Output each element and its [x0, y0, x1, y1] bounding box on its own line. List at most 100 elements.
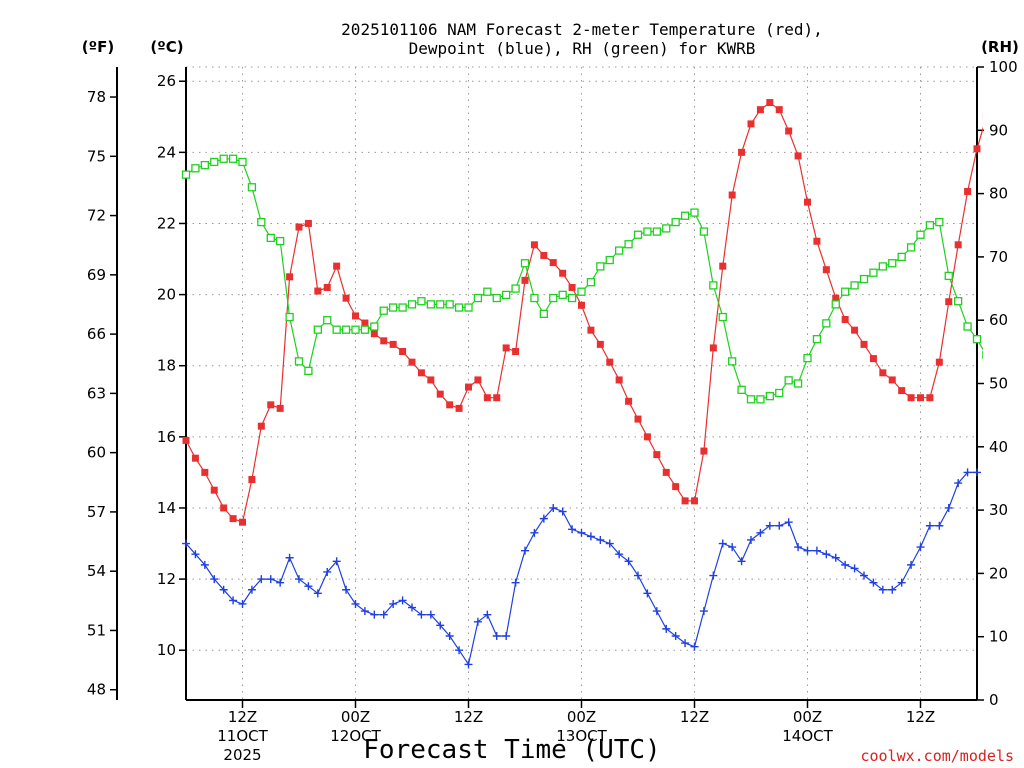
rh-point [859, 274, 869, 284]
dewpoint-point [643, 589, 652, 598]
temperature-point [691, 497, 698, 505]
rh-point [577, 287, 586, 296]
x-axis-title: Forecast Time (UTC) [363, 735, 660, 765]
rh-tick-label: 100 [989, 58, 1018, 76]
rh-point [454, 303, 464, 312]
rh-axis-unit: (RH) [981, 38, 1019, 56]
dewpoint-point [473, 617, 482, 626]
fahrenheit-tick-label: 51 [87, 621, 106, 639]
rh-point [680, 211, 690, 220]
fahrenheit-tick-label: 60 [87, 444, 106, 462]
rh-point [247, 183, 257, 192]
temperature-point [709, 344, 717, 352]
temperature-point [917, 394, 924, 402]
dewpoint-point [455, 646, 464, 655]
temperature-point [530, 241, 538, 249]
dewpoint-point [219, 585, 228, 594]
dewpoint-point [247, 585, 256, 594]
temperature-point [766, 99, 774, 107]
temperature-point [201, 468, 209, 476]
rh-point [784, 376, 793, 385]
rh-point [228, 154, 238, 163]
rh-tick-label: 60 [989, 311, 1008, 329]
dewpoint-point [954, 479, 963, 488]
dewpoint-point [304, 582, 313, 591]
dewpoint-point [963, 468, 972, 477]
temperature-point [926, 394, 934, 402]
dewpoint-series [182, 468, 981, 669]
rh-point [878, 262, 887, 271]
dewpoint-point [521, 546, 529, 555]
rh-point [888, 259, 897, 268]
temperature-point [775, 106, 783, 114]
fahrenheit-tick-label: 69 [87, 266, 106, 284]
temperature-point [945, 298, 953, 306]
rh-point [502, 290, 511, 300]
temperature-line [185, 101, 983, 524]
time-tick-label: 12Z [680, 708, 709, 726]
temperature-point [465, 383, 472, 391]
temperature-point [493, 394, 501, 402]
dewpoint-point [285, 553, 294, 562]
temperature-point [615, 376, 623, 384]
rh-point [615, 246, 624, 255]
dewpoint-point [342, 585, 351, 594]
temperature-point [389, 340, 397, 348]
temperature-point [549, 259, 557, 267]
dewpoint-point [238, 599, 247, 608]
temperature-point [625, 397, 633, 405]
temperature-point [229, 515, 237, 523]
temperature-point [954, 241, 962, 249]
date-tick-label: 13OCT [556, 727, 607, 745]
rh-point [869, 268, 878, 277]
temperature-point [804, 198, 811, 206]
dewpoint-point [229, 596, 238, 605]
rh-point [370, 322, 379, 331]
temperature-point [191, 454, 199, 462]
dewpoint-point [360, 607, 369, 616]
temperature-point [634, 415, 642, 423]
dewpoint-point [502, 631, 511, 640]
dewpoint-point [539, 514, 548, 523]
temperature-point [851, 326, 859, 334]
rh-point [586, 278, 596, 287]
dewpoint-point [690, 642, 699, 651]
dewpoint-point [718, 539, 727, 548]
rh-point [407, 300, 417, 309]
dewpoint-point [257, 575, 266, 584]
temperature-point [681, 497, 689, 505]
dewpoint-point [878, 585, 887, 594]
dewpoint-point [822, 550, 831, 559]
rh-point [671, 217, 680, 227]
rh-point [445, 300, 454, 309]
rh-point [775, 388, 784, 398]
rh-point [652, 227, 661, 236]
dewpoint-point [935, 521, 944, 530]
dewpoint-point [888, 585, 897, 594]
temperature-point [370, 330, 378, 338]
dewpoint-point [699, 607, 708, 616]
temperature-point [512, 347, 520, 355]
rh-point [511, 284, 520, 293]
rh-point [709, 281, 718, 290]
rh-point [398, 303, 407, 312]
rh-series [181, 154, 983, 404]
temperature-point [869, 355, 877, 363]
dewpoint-point [728, 543, 737, 552]
rh-point [379, 306, 388, 315]
dewpoint-point [784, 518, 793, 527]
temperature-point [643, 433, 651, 441]
fahrenheit-tick-label: 63 [87, 384, 106, 402]
dewpoint-point [615, 550, 624, 559]
rh-point [332, 325, 341, 334]
dewpoint-point [860, 571, 868, 580]
temperature-point [417, 369, 425, 377]
time-tick-label: 12Z [906, 708, 935, 726]
rh-point [417, 297, 426, 306]
fahrenheit-tick-label: 66 [87, 325, 106, 343]
dewpoint-point [841, 560, 850, 569]
rh-point [793, 379, 803, 388]
temperature-point [813, 237, 821, 245]
dewpoint-point [605, 539, 614, 548]
celsius-tick-label: 26 [157, 72, 176, 90]
